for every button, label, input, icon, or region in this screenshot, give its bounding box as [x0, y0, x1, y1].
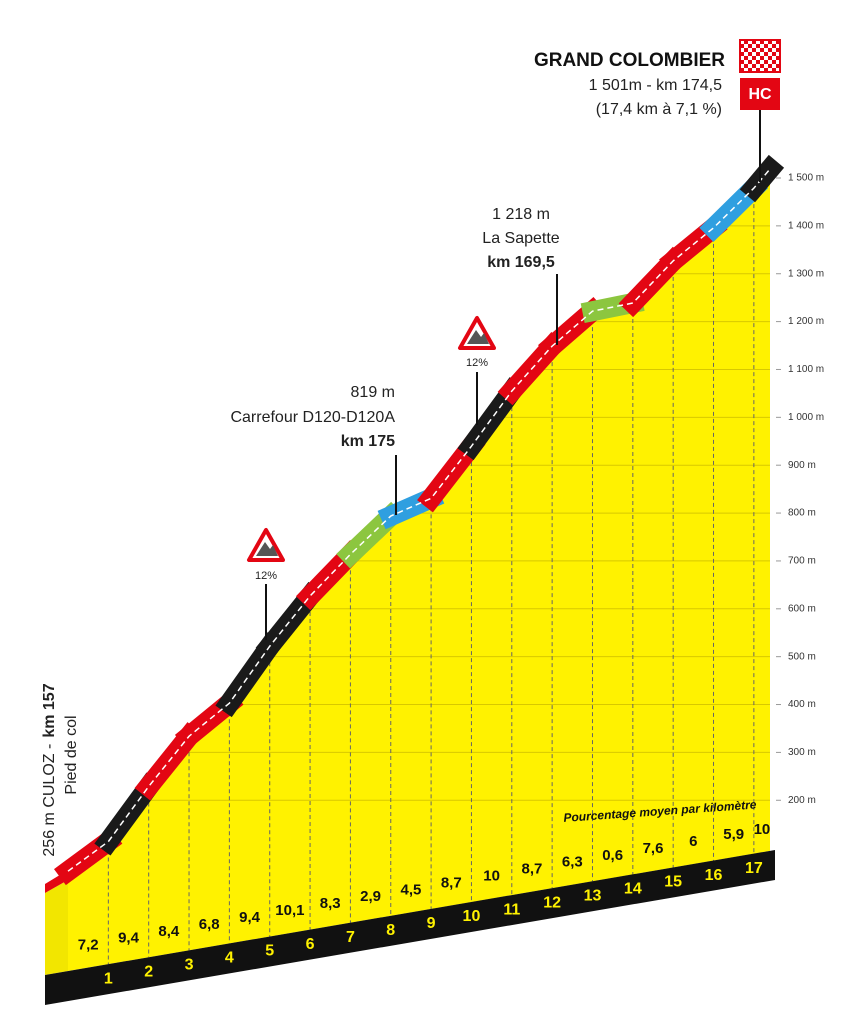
km-label: 7: [346, 929, 355, 946]
gradient-label: 6,3: [562, 854, 583, 871]
annotation-text: Carrefour D120-D120A: [230, 409, 395, 426]
category-flag: [740, 78, 780, 110]
km-label: 10: [463, 908, 481, 925]
summit-info: 1 501m - km 174,5: [589, 77, 723, 94]
annotation-text: 1 218 m: [492, 206, 550, 223]
y-tick-label: 1 400 m: [788, 221, 824, 232]
y-tick-label: 300 m: [788, 747, 816, 758]
gradient-label: 7,6: [643, 840, 664, 857]
gradient-label: 8,7: [441, 874, 462, 891]
profile-centerline: [67, 168, 771, 872]
gradient-label: 10: [754, 821, 771, 838]
warning-sign: [247, 528, 285, 640]
gradient-label: 6,8: [199, 916, 220, 933]
gradient-label: 0,6: [602, 847, 623, 864]
km-label: 4: [225, 950, 234, 967]
start-note: Pied de col: [63, 715, 80, 794]
y-tick-label: 400 m: [788, 699, 816, 710]
annotation-km: km 169,5: [487, 254, 555, 271]
gradient-label: 10,1: [275, 902, 304, 919]
km-label: 14: [624, 881, 642, 898]
gradient-label: 9,4: [239, 909, 261, 926]
km-label: 3: [185, 957, 194, 974]
start-km: km 157: [41, 683, 58, 737]
annotation-km: km 175: [341, 433, 395, 450]
y-tick-label: 1 500 m: [788, 173, 824, 184]
front-face: [45, 880, 68, 975]
km-label: 1: [104, 970, 113, 987]
km-label: 17: [745, 860, 763, 877]
y-tick-label: 1 300 m: [788, 268, 824, 279]
y-tick-label: 800 m: [788, 508, 816, 519]
warning-sign: [458, 316, 496, 425]
y-tick-label: 500 m: [788, 651, 816, 662]
km-label: 9: [427, 915, 436, 932]
profile-area: [68, 178, 770, 972]
chart-title: GRAND COLOMBIER: [534, 50, 725, 71]
start-place: 256 m CULOZ -: [41, 744, 58, 857]
gradient-label: 8,4: [158, 923, 180, 940]
start-label: 256 m CULOZ - km 157: [41, 683, 58, 856]
gradient-label: 5,9: [723, 826, 744, 843]
y-tick-label: 700 m: [788, 556, 816, 567]
km-label: 8: [386, 922, 395, 939]
km-label: 15: [664, 874, 682, 891]
y-tick-label: 900 m: [788, 460, 816, 471]
km-label: 5: [265, 943, 274, 960]
gradient-label: 8,3: [320, 895, 341, 912]
km-label: 2: [144, 963, 153, 980]
y-tick-label: 1 200 m: [788, 316, 824, 327]
km-label: 6: [306, 936, 315, 953]
km-label: 16: [705, 867, 723, 884]
base-band: [45, 850, 775, 1005]
km-label: 13: [584, 887, 602, 904]
gradient-label: 8,7: [522, 861, 543, 878]
gradient-label: 4,5: [401, 881, 422, 898]
km-label: 11: [503, 901, 520, 918]
warning-label: 12%: [255, 570, 277, 582]
y-tick-label: 600 m: [788, 603, 816, 614]
gradient-label: 7,2: [78, 937, 99, 954]
annotation-text: 819 m: [351, 384, 395, 401]
y-tick-label: 1 100 m: [788, 364, 824, 375]
y-tick-label: 200 m: [788, 795, 816, 806]
km-label: 12: [543, 894, 561, 911]
gradient-label: 9,4: [118, 930, 140, 947]
y-tick-label: 1 000 m: [788, 412, 824, 423]
category-badge: HC: [748, 86, 772, 103]
annotation-text: La Sapette: [482, 230, 560, 247]
gradient-label: 6: [689, 833, 697, 850]
warning-label: 12%: [466, 357, 488, 369]
gradient-label: 2,9: [360, 888, 381, 905]
gradient-label: 10: [483, 868, 500, 885]
summit-info: (17,4 km à 7,1 %): [596, 101, 722, 118]
finish-flag: [739, 39, 781, 73]
